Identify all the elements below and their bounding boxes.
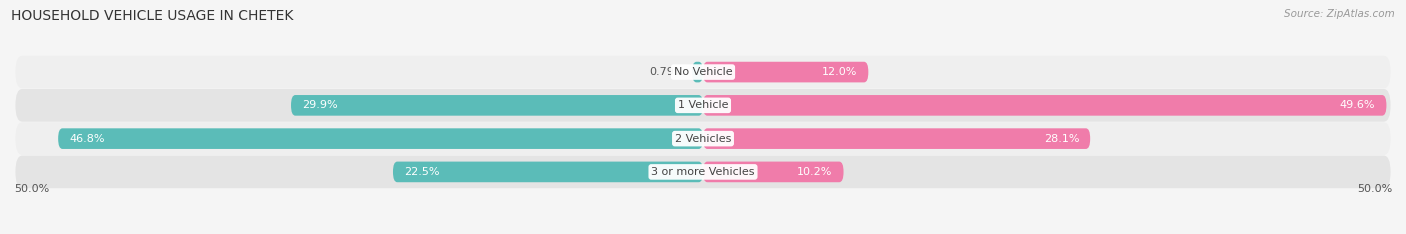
FancyBboxPatch shape [15, 89, 1391, 122]
FancyBboxPatch shape [15, 56, 1391, 88]
FancyBboxPatch shape [692, 62, 703, 82]
Text: 29.9%: 29.9% [302, 100, 337, 110]
FancyBboxPatch shape [15, 156, 1391, 188]
FancyBboxPatch shape [291, 95, 703, 116]
Text: 2 Vehicles: 2 Vehicles [675, 134, 731, 144]
Text: Source: ZipAtlas.com: Source: ZipAtlas.com [1284, 9, 1395, 19]
FancyBboxPatch shape [703, 95, 1386, 116]
FancyBboxPatch shape [703, 128, 1090, 149]
FancyBboxPatch shape [703, 162, 844, 182]
Text: 28.1%: 28.1% [1043, 134, 1080, 144]
Text: 12.0%: 12.0% [823, 67, 858, 77]
Text: 50.0%: 50.0% [1357, 184, 1392, 194]
FancyBboxPatch shape [703, 62, 869, 82]
FancyBboxPatch shape [15, 122, 1391, 155]
Text: 3 or more Vehicles: 3 or more Vehicles [651, 167, 755, 177]
Text: 49.6%: 49.6% [1340, 100, 1375, 110]
Text: 10.2%: 10.2% [797, 167, 832, 177]
Text: HOUSEHOLD VEHICLE USAGE IN CHETEK: HOUSEHOLD VEHICLE USAGE IN CHETEK [11, 9, 294, 23]
Text: 0.79%: 0.79% [650, 67, 685, 77]
FancyBboxPatch shape [392, 162, 703, 182]
Text: 1 Vehicle: 1 Vehicle [678, 100, 728, 110]
Text: 46.8%: 46.8% [69, 134, 104, 144]
Text: 50.0%: 50.0% [14, 184, 49, 194]
FancyBboxPatch shape [58, 128, 703, 149]
Text: 22.5%: 22.5% [404, 167, 440, 177]
Text: No Vehicle: No Vehicle [673, 67, 733, 77]
